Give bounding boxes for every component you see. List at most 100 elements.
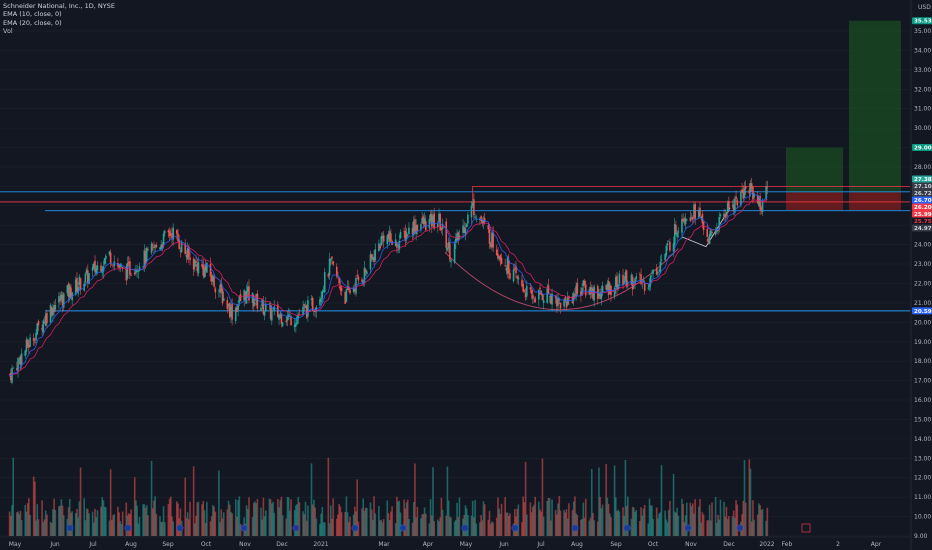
legend-symbol[interactable]: Schneider National, Inc., 1D, NYSE: [3, 2, 115, 10]
price-tag-27.38: 27.38: [912, 175, 932, 183]
volume-bar: [630, 518, 633, 536]
volume-bar: [697, 506, 700, 536]
volume-bar: [753, 519, 755, 536]
candle-body: [658, 269, 660, 271]
candle-body: [558, 299, 561, 301]
candle-body: [498, 256, 500, 259]
candle-body: [630, 274, 633, 285]
candle-body: [357, 276, 360, 281]
volume-bar: [319, 523, 321, 536]
volume-bar: [265, 510, 267, 536]
volume-bar: [143, 504, 146, 536]
candle-body: [500, 257, 503, 265]
legend-ema-20[interactable]: EMA (20, close, 0): [3, 18, 62, 27]
candle-body: [50, 307, 53, 315]
candle-body: [429, 213, 432, 221]
candle-body: [188, 247, 190, 257]
volume-bar: [700, 522, 702, 536]
volume-bar: [281, 515, 284, 536]
price-tag-24.97: 24.97: [912, 224, 932, 232]
earnings-event-icon: [511, 524, 519, 532]
legend-ema-10[interactable]: EMA (10, close, 0): [3, 10, 62, 19]
candle-body: [161, 244, 164, 248]
earnings-event-icon: [623, 524, 631, 532]
candle-body: [557, 297, 559, 306]
volume-bar: [716, 522, 718, 536]
volume-bar: [642, 508, 645, 536]
candle-body: [108, 251, 111, 255]
candle-body: [237, 304, 239, 311]
volume-bar: [489, 523, 492, 536]
candle-body: [178, 239, 181, 250]
candle-body: [449, 243, 451, 260]
candle-body: [111, 264, 113, 266]
candle-body: [16, 368, 18, 370]
earnings-event-icon: [176, 524, 184, 532]
cup-curve: [444, 248, 679, 311]
volume-bar: [601, 504, 604, 536]
volume-bar: [179, 508, 182, 536]
volume-bar: [24, 504, 27, 536]
candle-body: [542, 300, 545, 304]
candle-body: [102, 266, 105, 272]
candle-body: [293, 324, 296, 327]
volume-bar: [196, 502, 199, 536]
volume-bar: [436, 519, 439, 536]
candle-body: [758, 197, 760, 207]
candle-body: [583, 280, 586, 285]
candle-body: [396, 241, 398, 248]
candle-body: [323, 272, 326, 293]
candle-body: [307, 300, 309, 317]
candle-body: [265, 303, 267, 312]
volume-bar: [147, 515, 149, 536]
price-tick: 14.00: [914, 436, 931, 443]
volume-bar: [167, 504, 170, 536]
candle-body: [482, 219, 485, 224]
candle-body: [238, 296, 241, 303]
candle-body: [728, 200, 730, 209]
volume-bar: [379, 520, 381, 536]
candle-body: [160, 244, 162, 250]
volume-bar: [557, 503, 559, 536]
price-tag-label: 26.70: [914, 198, 932, 204]
candle-body: [421, 218, 423, 224]
price-tick: 21.00: [914, 300, 931, 307]
volume-bar: [105, 507, 107, 536]
volume-bar: [113, 513, 116, 536]
volume-bar: [202, 500, 205, 536]
candle-body: [354, 287, 356, 292]
candle-body: [412, 220, 415, 236]
volume-bar: [559, 510, 562, 536]
volume-bar: [37, 519, 40, 536]
volume-bar: [667, 509, 670, 536]
candle-body: [335, 266, 338, 277]
candle-body: [298, 314, 301, 315]
candle-body: [304, 306, 307, 309]
candle-body: [380, 236, 383, 246]
volume-bar: [119, 521, 122, 536]
volume-bar: [61, 505, 64, 536]
candle-body: [672, 243, 675, 252]
volume-bar: [736, 504, 739, 536]
time-tick-May: May: [9, 541, 22, 548]
candle-body: [423, 218, 426, 225]
candle-body: [322, 290, 325, 293]
volume-bar: [261, 519, 263, 536]
candle-body: [432, 215, 434, 225]
volume-bar: [540, 511, 543, 536]
candle-body: [189, 257, 191, 261]
volume-bar: [329, 505, 332, 536]
volume-bar: [310, 463, 313, 536]
volume-bar: [701, 512, 704, 536]
time-tick-Dec: Dec: [723, 541, 735, 548]
volume-bar: [231, 513, 233, 536]
candle-body: [538, 289, 540, 300]
candle-body: [313, 311, 315, 312]
candle-body: [457, 232, 460, 241]
volume-bar: [213, 506, 215, 536]
volume-bar: [475, 523, 478, 536]
volume-bar: [643, 505, 646, 536]
candle-body: [8, 374, 11, 376]
volume-bar: [125, 502, 128, 536]
